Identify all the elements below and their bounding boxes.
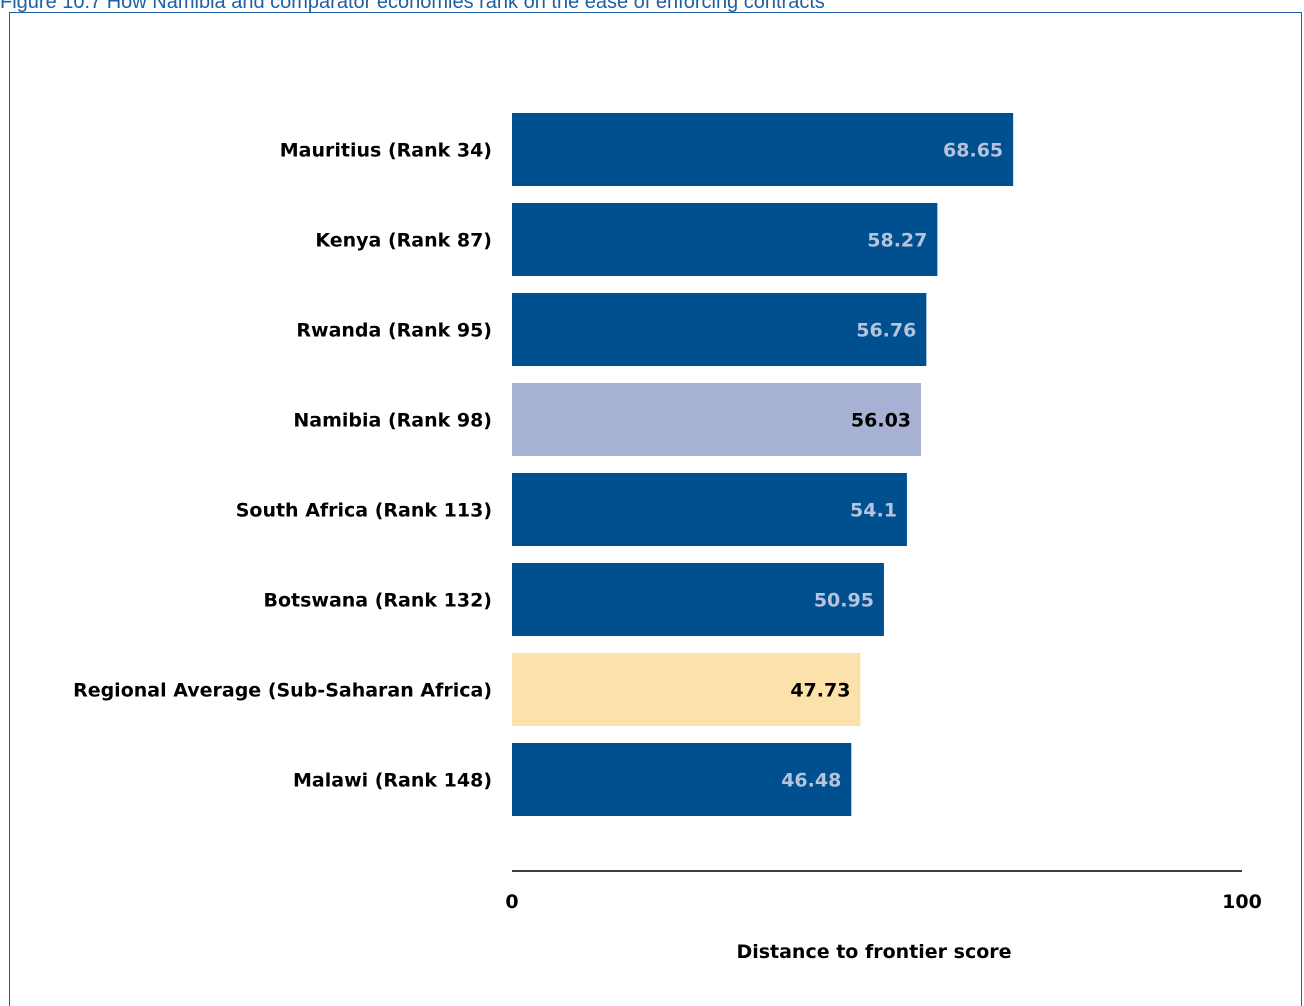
bar-south-africa-rank-113 [512, 473, 907, 546]
value-label-mauritius-rank-34: 68.65 [943, 140, 1003, 162]
category-label-malawi-rank-148: Malawi (Rank 148) [293, 770, 492, 792]
bar-mauritius-rank-34 [512, 113, 1014, 186]
bar-namibia-rank-98 [512, 383, 922, 456]
bar-malawi-rank-148 [512, 743, 852, 816]
x-tick-label-0: 0 [505, 891, 518, 913]
value-label-malawi-rank-148: 46.48 [781, 770, 841, 792]
category-label-regional-average-sub-saharan-africa: Regional Average (Sub-Saharan Africa) [73, 680, 492, 702]
bar-botswana-rank-132 [512, 563, 884, 636]
value-label-namibia-rank-98: 56.03 [851, 410, 911, 432]
value-label-south-africa-rank-113: 54.1 [850, 500, 897, 522]
category-label-rwanda-rank-95: Rwanda (Rank 95) [296, 320, 492, 342]
value-label-kenya-rank-87: 58.27 [867, 230, 927, 252]
value-label-botswana-rank-132: 50.95 [814, 590, 874, 612]
category-label-south-africa-rank-113: South Africa (Rank 113) [236, 500, 492, 522]
category-label-namibia-rank-98: Namibia (Rank 98) [293, 410, 492, 432]
category-label-kenya-rank-87: Kenya (Rank 87) [315, 230, 492, 252]
value-label-regional-average-sub-saharan-africa: 47.73 [790, 680, 850, 702]
bars-layer: Mauritius (Rank 34) 68.65 Kenya (Rank 87) 5… [73, 113, 1014, 816]
figure-frame [9, 12, 1302, 1006]
bar-rwanda-rank-95 [512, 293, 927, 366]
bar-kenya-rank-87 [512, 203, 938, 276]
value-label-rwanda-rank-95: 56.76 [856, 320, 916, 342]
x-tick-label-100: 100 [1222, 891, 1262, 913]
category-label-mauritius-rank-34: Mauritius (Rank 34) [280, 140, 492, 162]
category-label-botswana-rank-132: Botswana (Rank 132) [263, 590, 492, 612]
figure-title: Figure 10.7 How Namibia and comparator e… [0, 0, 825, 13]
x-axis-title: Distance to frontier score [736, 941, 1011, 963]
bar-regional-average-sub-saharan-africa [512, 653, 861, 726]
